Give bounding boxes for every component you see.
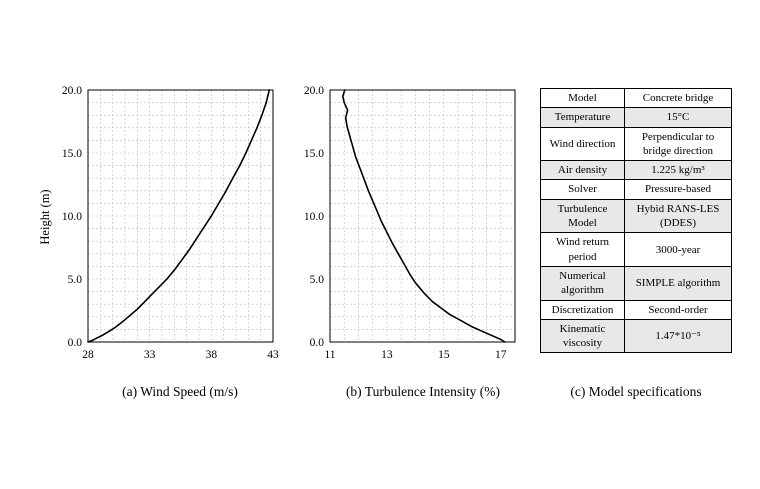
y-tick-label: 10.0 (62, 211, 82, 223)
spec-row: Discretization Second-order (539, 299, 732, 320)
y-axis-label: Height (m) (38, 189, 52, 245)
spec-key-cell: Model (539, 87, 626, 109)
spec-key-cell: Numerical algorithm (539, 265, 626, 301)
x-tick-label: 11 (324, 349, 335, 361)
spec-row: Air density 1.225 kg/m³ (539, 160, 732, 181)
y-tick-label: 20.0 (62, 85, 82, 97)
y-tick-label: 20.0 (304, 85, 324, 97)
spec-row: Wind return period 3000-year (539, 232, 732, 267)
spec-row: Solver Pressure-based (539, 179, 732, 200)
spec-row: Kinematic viscosity 1.47*10⁻⁵ (539, 318, 732, 354)
spec-key-cell: Discretization (539, 299, 626, 320)
spec-value-cell: 15°C (624, 107, 732, 128)
plot-border (329, 89, 516, 343)
spec-key-cell: Kinematic viscosity (539, 318, 626, 354)
spec-value-cell: Perpendicular to bridge direction (624, 126, 732, 162)
x-tick-label: 38 (206, 349, 218, 361)
spec-value-cell: Hybid RANS-LES (DDES) (624, 198, 732, 234)
caption-turbulence-intensity: (b) Turbulence Intensity (%) (345, 384, 501, 399)
spec-value-cell: SIMPLE algorithm (624, 265, 732, 301)
spec-key-cell: Air density (539, 160, 626, 181)
spec-value-cell: 1.47*10⁻⁵ (624, 318, 732, 354)
spec-table: Model Concrete bridge Temperature 15°C Wind … (539, 87, 732, 354)
y-tick-label: 15.0 (62, 148, 82, 160)
spec-key-cell: Wind direction (539, 126, 626, 162)
spec-row: Turbulence Model Hybid RANS-LES (DDES) (539, 198, 732, 234)
turbulence-intensity-chart: 11 13 15 17 0.0 5.0 10.0 15.0 20.0 (275, 82, 525, 382)
spec-key-cell: Turbulence Model (539, 198, 626, 234)
spec-key-cell: Temperature (539, 107, 626, 128)
y-tick-label: 5.0 (68, 274, 83, 286)
spec-row: Temperature 15°C (539, 107, 732, 128)
y-tick-label: 0.0 (68, 337, 83, 349)
plot-border (87, 89, 274, 343)
spec-key-cell: Wind return period (539, 232, 626, 267)
series-line (87, 89, 271, 343)
wind-speed-chart: Height (m) 28 33 38 43 0.0 5.0 10.0 15.0 20.0 (33, 82, 283, 382)
spec-key-cell: Solver (539, 179, 626, 200)
spec-value-cell: Pressure-based (624, 179, 732, 200)
caption-model-specifications: (c) Model specifications (570, 384, 702, 399)
spec-row: Numerical algorithm SIMPLE algorithm (539, 265, 732, 301)
x-tick-label: 17 (495, 349, 507, 361)
spec-row: Wind direction Perpendicular to bridge di… (539, 126, 732, 162)
y-tick-label: 10.0 (304, 211, 324, 223)
y-tick-label: 0.0 (310, 337, 325, 349)
wind-speed-plot: 28 33 38 43 0.0 5.0 10.0 15.0 20.0 (62, 85, 279, 361)
x-tick-label: 28 (82, 349, 94, 361)
x-tick-label: 13 (381, 349, 393, 361)
turbulence-intensity-plot: 11 13 15 17 0.0 5.0 10.0 15.0 20.0 (304, 85, 516, 361)
caption-wind-speed: (a) Wind Speed (m/s) (122, 384, 238, 399)
x-tick-label: 15 (438, 349, 450, 361)
spec-value-cell: Concrete bridge (624, 87, 732, 109)
spec-value-cell: Second-order (624, 299, 732, 320)
spec-value-cell: 1.225 kg/m³ (624, 160, 732, 181)
x-tick-label: 33 (144, 349, 156, 361)
spec-row: Model Concrete bridge (539, 87, 732, 109)
x-tick-label: 43 (267, 349, 279, 361)
y-tick-label: 5.0 (310, 274, 325, 286)
model-spec-table: Model Concrete bridge Temperature 15°C Wind … (539, 87, 732, 354)
y-tick-label: 15.0 (304, 148, 324, 160)
series-line (342, 89, 506, 343)
spec-value-cell: 3000-year (624, 232, 732, 267)
